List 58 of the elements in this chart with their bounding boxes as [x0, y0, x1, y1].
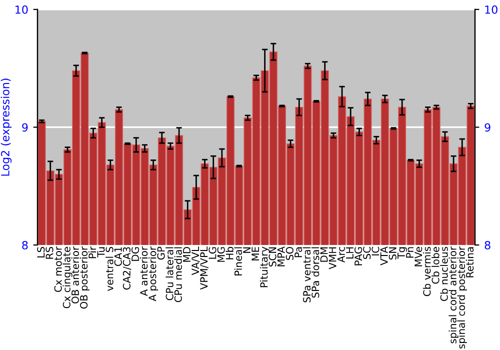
y-tick-label: 8 [22, 240, 28, 250]
x-tick-label: CPu medial [174, 247, 182, 302]
x-tick-label: IC [372, 246, 380, 256]
x-tick-label: Cx motor [54, 246, 62, 292]
x-tick-label: VMH [328, 247, 336, 270]
x-tick-label: Hb [226, 246, 234, 260]
x-tick-label: Cb vermis [422, 246, 431, 296]
x-tick-label: Arc [338, 247, 345, 263]
x-tick-label: ventral S [106, 246, 114, 291]
x-tick-label: MPA [277, 246, 285, 266]
x-tick-label: LG [208, 247, 216, 259]
x-tick-label: VPM/VPL [200, 246, 208, 290]
x-tick-label: VTA [380, 246, 388, 266]
x-tick-label: OB anterior [71, 246, 80, 304]
x-tick-label: SC [363, 246, 371, 260]
x-tick-label: GP [157, 246, 165, 260]
x-tick-label: Pa [294, 247, 302, 258]
x-tick-label: OB posterior [80, 246, 90, 309]
x-tick-label: MVe [414, 246, 422, 266]
x-tick-label: A anterior [140, 246, 148, 296]
x-tick-label: Cx cingulate [62, 246, 72, 308]
x-tick-label: RS [46, 246, 54, 259]
x-tick-label: Pn [406, 247, 414, 258]
x-tick-label: LS [37, 246, 45, 258]
x-tick-label: Tg [398, 247, 407, 259]
x-tick-label: Retina [466, 247, 474, 278]
y2-tick-label: 10 [485, 5, 498, 14]
x-tick-label: DM [320, 247, 328, 262]
x-tick-label: spinal cord posterior [457, 246, 467, 349]
x-tick-label: PAG [354, 247, 362, 266]
y-tick-label: 10 [16, 5, 28, 14]
x-tick-label: CA1 [114, 247, 122, 266]
x-tick-label: Pineal [234, 247, 242, 276]
x-tick-label: MG [217, 247, 225, 262]
x-tick-label: DG [131, 247, 140, 261]
x-tick-label: Pir [88, 246, 96, 258]
x-tick-label: MD [183, 246, 190, 262]
x-tick-label: SN [388, 247, 396, 260]
y-axis-title: Log2 (expression) [0, 78, 12, 176]
x-tick-label: CPu lateral [166, 247, 174, 300]
x-tick-label: VA/VL [192, 246, 200, 276]
y-tick-label: 9 [22, 123, 28, 132]
x-tick-label: SPa dorsal [311, 247, 320, 298]
x-tick-label: A posterior [148, 246, 158, 302]
x-tick-label: spinal cord anterior [448, 246, 458, 344]
x-tick-label: N [243, 247, 250, 253]
x-tick-label: CA2/CA3 [122, 247, 132, 290]
x-tick-label: LH [346, 247, 354, 258]
x-tick-label: ME [252, 247, 260, 260]
x-tick-label: SCN [268, 247, 276, 267]
x-tick-label: SPa ventral [302, 247, 311, 302]
y2-tick-label: 9 [484, 123, 490, 132]
x-tick-label: Cb nucleus [440, 246, 448, 301]
x-tick-label: SO [286, 246, 294, 260]
x-tick-label: Cb lobe [432, 246, 440, 284]
x-tick-label: Tu [97, 247, 105, 258]
x-tick-label: Pituitary [260, 246, 270, 288]
y2-tick-label: 8 [484, 240, 490, 250]
